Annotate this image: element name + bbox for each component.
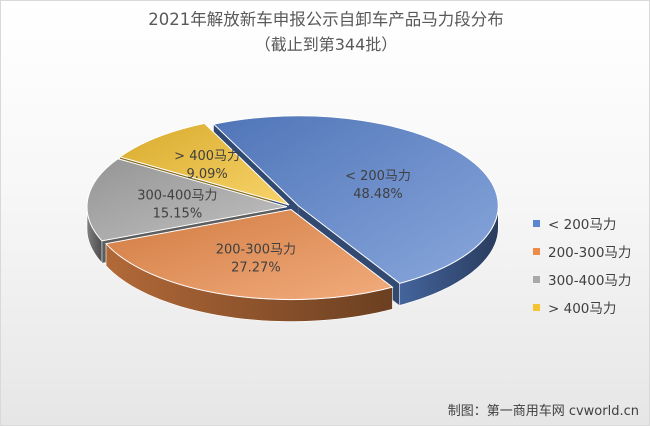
slice-value-label: 48.48% — [353, 187, 403, 202]
legend-swatch — [533, 275, 540, 283]
chart-title: 2021年解放新车申报公示自卸车产品马力段分布 — [148, 10, 504, 29]
legend-label: < 200马力 — [548, 217, 617, 233]
legend-item: 300-400马力 — [533, 265, 631, 293]
legend-swatch — [533, 303, 540, 311]
slice-category-label: < 200马力 — [345, 169, 411, 184]
chart-credit: 制图：第一商用车网 cvworld.cn — [447, 404, 639, 419]
pie-slice — [86, 158, 288, 242]
slice-category-label: 200-300马力 — [216, 243, 296, 258]
slice-value-label: 9.09% — [186, 167, 227, 182]
chart-title-block: 2021年解放新车申报公示自卸车产品马力段分布 （截止到第344批） — [1, 7, 649, 57]
slice-value-label: 15.15% — [153, 207, 203, 222]
slice-category-label: > 400马力 — [174, 149, 240, 164]
legend-label: 300-400马力 — [548, 273, 632, 289]
slice-category-label: 300-400马力 — [137, 189, 217, 204]
pie-slice — [212, 115, 499, 284]
legend: < 200马力 200-300马力 300-400马力 > 400马力 — [533, 209, 631, 321]
legend-item: < 200马力 — [533, 209, 631, 237]
slice-value-label: 27.27% — [231, 261, 281, 276]
pie-slice — [118, 122, 290, 206]
legend-label: > 400马力 — [548, 301, 617, 317]
legend-swatch — [533, 247, 540, 255]
legend-swatch — [533, 219, 540, 227]
pie-slice — [105, 209, 394, 301]
legend-label: 200-300马力 — [548, 245, 632, 261]
chart-subtitle: （截止到第344批） — [254, 35, 398, 54]
legend-item: 200-300马力 — [533, 237, 631, 265]
legend-item: > 400马力 — [533, 293, 631, 321]
